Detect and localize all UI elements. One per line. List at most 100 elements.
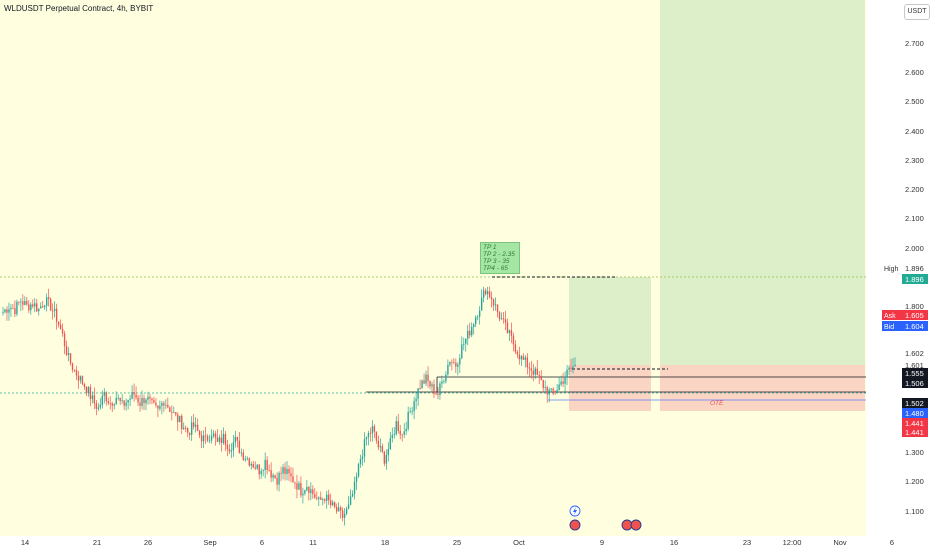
candle-body [484, 290, 487, 295]
candle-body [83, 384, 86, 387]
x-tick-label: 23 [743, 538, 751, 547]
candle-body [387, 448, 390, 456]
candle-body [248, 458, 250, 466]
candle-body [49, 298, 52, 311]
candle-body [165, 404, 167, 406]
candle-body [445, 374, 447, 382]
candle-body [260, 471, 262, 475]
candle-body [238, 440, 241, 453]
candle-body [316, 497, 318, 499]
candle-body [318, 497, 320, 499]
candle-body [224, 434, 227, 445]
candle-body [44, 305, 46, 308]
candle-body [278, 472, 280, 485]
candle-body [12, 307, 14, 309]
price-tag-bg [902, 310, 928, 320]
x-tick-label: 21 [93, 538, 101, 547]
us-flag-event-icon[interactable] [569, 519, 581, 531]
candle-body [332, 502, 334, 506]
y-tick-label: 1.100 [905, 507, 924, 516]
candle-body [542, 379, 544, 388]
candle-body [310, 489, 312, 494]
candle-body [226, 444, 229, 450]
candle-body [59, 324, 62, 330]
candle-body [500, 318, 503, 320]
candle-body [419, 388, 421, 390]
candle-body [345, 508, 348, 514]
candle-body [220, 437, 223, 443]
candle-body [461, 344, 463, 359]
candle-body [351, 493, 354, 497]
candle-body [123, 400, 125, 406]
candle-body [149, 396, 151, 399]
candle-body [95, 403, 98, 409]
candle-body [99, 404, 102, 408]
candle-body [548, 389, 550, 395]
us-flag-event-icon-2[interactable] [621, 519, 633, 531]
x-tick-label: 25 [453, 538, 461, 547]
y-tick-label: 2.300 [905, 156, 924, 165]
candle-body [395, 421, 397, 435]
price-tag-bg [902, 378, 928, 388]
y-tick-label: 1.200 [905, 477, 924, 486]
candle-body [206, 436, 209, 441]
price-tag-bg [902, 408, 928, 418]
candle-body [363, 439, 366, 457]
candle-body [264, 459, 266, 471]
candle-body [492, 299, 495, 306]
candles-group [2, 286, 576, 526]
candle-body [159, 406, 161, 409]
time-axis-panel[interactable] [0, 536, 932, 550]
candle-body [496, 304, 499, 313]
candle-body [328, 494, 330, 501]
x-tick-label: 11 [309, 538, 317, 547]
candle-body [304, 490, 306, 494]
candle-body [258, 464, 260, 475]
candle-body [73, 369, 76, 371]
price-tag-value: 1.605 [905, 311, 924, 320]
candle-body [167, 404, 169, 408]
candle-body [228, 449, 231, 452]
price-tag-bg [902, 274, 928, 284]
candle-body [486, 291, 489, 295]
candle-body [373, 426, 376, 432]
candle-body [161, 403, 163, 407]
us-flag-event-icon-3[interactable] [630, 519, 642, 531]
target-zone-left [569, 277, 651, 365]
candle-body [532, 370, 534, 375]
candle-body [427, 374, 429, 382]
price-tag-value: 1.480 [905, 409, 924, 418]
candle-body [377, 440, 380, 448]
candle-body [423, 380, 425, 384]
price-tag-value: 1.502 [905, 399, 924, 408]
price-tag-bg [902, 427, 928, 437]
candle-body [296, 483, 298, 490]
currency-selector[interactable]: USDT [904, 4, 930, 20]
take-profit-note[interactable]: TP 1 TP 2 - 2.35 TP 3 - 35 TP4 - 65 [480, 242, 520, 274]
candle-body [429, 381, 431, 387]
candle-body [210, 436, 213, 441]
candle-body [196, 424, 199, 432]
price-tag-bg [902, 398, 928, 408]
candle-body [183, 427, 185, 430]
candle-body [77, 375, 80, 381]
candle-body [141, 397, 143, 406]
candle-body [482, 290, 485, 298]
candle-body [129, 398, 131, 400]
candle-body [554, 390, 556, 393]
candle-body [361, 456, 364, 460]
candle-body [105, 392, 107, 402]
candle-body [306, 486, 308, 491]
candle-body [2, 312, 4, 314]
candle-body [42, 306, 44, 308]
candle-body [69, 353, 72, 364]
candle-body [177, 414, 179, 423]
candle-body [192, 422, 195, 427]
candle-body [67, 353, 70, 355]
x-tick-label: Nov [833, 538, 847, 547]
candle-body [312, 489, 314, 495]
candle-body [453, 361, 455, 363]
candle-body [536, 368, 538, 376]
